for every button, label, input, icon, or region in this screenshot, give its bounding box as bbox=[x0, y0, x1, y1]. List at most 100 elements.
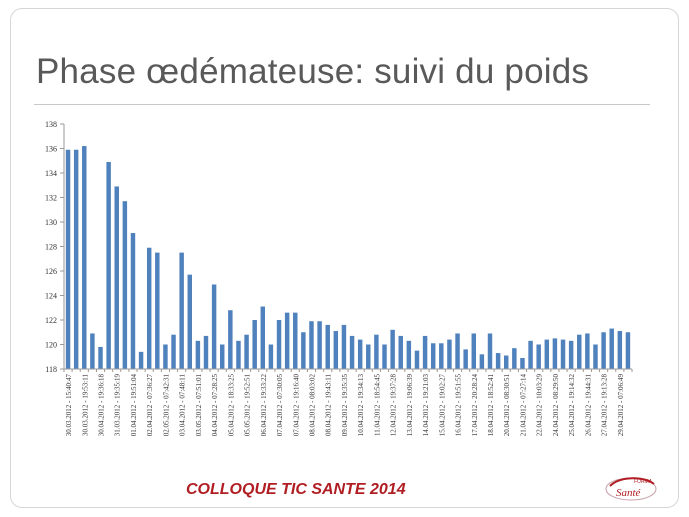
x-tick-label: 08.04.2012 - 08:03:02 bbox=[308, 374, 316, 437]
bar bbox=[73, 149, 79, 369]
y-tick-label: 134 bbox=[45, 169, 57, 178]
bar bbox=[122, 201, 128, 369]
bar bbox=[317, 321, 322, 369]
bar bbox=[65, 149, 71, 369]
bar bbox=[439, 343, 444, 369]
y-tick-label: 122 bbox=[45, 316, 57, 325]
bar bbox=[625, 332, 631, 369]
bar bbox=[495, 353, 501, 369]
x-tick-label: 30.03.2012 - 15:40:47 bbox=[65, 374, 73, 437]
bar bbox=[333, 331, 339, 369]
footer-caption: COLLOQUE TIC SANTE 2014 bbox=[186, 481, 406, 498]
bar bbox=[114, 186, 119, 369]
logo-text-top: FORMA bbox=[634, 479, 653, 485]
bar bbox=[130, 233, 136, 369]
bar bbox=[228, 310, 233, 369]
bar bbox=[544, 339, 550, 369]
bar bbox=[585, 333, 590, 369]
bar bbox=[609, 328, 614, 369]
y-tick-label: 128 bbox=[45, 243, 57, 252]
x-axis: 30.03.2012 - 15:40:47 30.03.2012 - 19:53:… bbox=[63, 368, 633, 437]
y-tick-label: 118 bbox=[45, 365, 57, 374]
x-tick-label: 17.04.2012 - 20:28:24 bbox=[471, 374, 479, 437]
bar bbox=[220, 344, 225, 369]
bar bbox=[357, 339, 363, 369]
x-tick-label: 09.04.2012 - 19:35:35 bbox=[341, 374, 349, 437]
x-tick-label: 10.04.2012 - 19:34:13 bbox=[357, 374, 365, 437]
x-tick-label: 31.03.2012 - 19:35:19 bbox=[114, 374, 122, 437]
bar bbox=[455, 333, 460, 369]
bar bbox=[236, 340, 241, 369]
y-axis: 118 120 122 124 126 128 130 132 134 136 138 bbox=[45, 120, 65, 374]
x-tick-label: 15.04.2012 - 19:02:27 bbox=[438, 374, 446, 437]
bar bbox=[138, 351, 144, 369]
x-tick-label: 22.04.2012 - 10:03:29 bbox=[536, 374, 544, 437]
x-tick-label: 27.04.2012 - 19:13:28 bbox=[601, 374, 609, 437]
x-tick-label: 03.05.2012 - 07:51:01 bbox=[195, 374, 203, 437]
y-tick-label: 124 bbox=[45, 292, 57, 301]
bar bbox=[82, 146, 87, 369]
x-tick-label: 24.04.2012 - 08:29:50 bbox=[552, 374, 560, 437]
slide-frame bbox=[10, 8, 679, 508]
x-tick-label: 26.04.2012 - 19:44:31 bbox=[584, 374, 592, 437]
forma-sante-logo: FORMA Santé bbox=[605, 477, 657, 501]
bar bbox=[382, 344, 387, 369]
bar bbox=[414, 350, 420, 370]
bar bbox=[268, 344, 274, 369]
x-tick-label: 07.04.2012 - 19:16:40 bbox=[292, 374, 300, 437]
bar bbox=[260, 306, 266, 369]
bar bbox=[577, 334, 582, 369]
bar bbox=[406, 340, 412, 369]
bar bbox=[479, 354, 485, 369]
x-tick-label: 03.04.2012 - 07:48:11 bbox=[179, 374, 187, 436]
bar bbox=[155, 252, 160, 370]
x-tick-label: 30.03.2012 - 19:53:11 bbox=[81, 374, 89, 436]
bar-series bbox=[65, 146, 631, 370]
bar bbox=[447, 339, 452, 369]
bar bbox=[422, 335, 428, 369]
slide-title: Phase œdémateuse: suivi du poids bbox=[36, 52, 590, 91]
bar bbox=[106, 161, 111, 369]
x-tick-label: 08.04.2012 - 19:43:11 bbox=[325, 374, 333, 436]
bar bbox=[276, 320, 282, 369]
bar bbox=[146, 247, 152, 369]
x-tick-label: 02.05.2012 - 07:42:31 bbox=[162, 374, 170, 437]
bar bbox=[487, 333, 493, 369]
x-tick-label: 07.04.2012 - 07:30:05 bbox=[276, 374, 284, 437]
x-tick-label: 05.05.2012 - 19:52:51 bbox=[244, 374, 252, 437]
bar bbox=[301, 332, 306, 369]
bar bbox=[504, 355, 509, 369]
bar bbox=[512, 348, 517, 369]
bar bbox=[560, 339, 566, 369]
bar bbox=[171, 334, 176, 369]
bar bbox=[471, 333, 476, 369]
bar bbox=[179, 252, 184, 370]
x-tick-label: 25.04.2012 - 19:14:32 bbox=[568, 374, 576, 437]
x-tick-label: 29.04.2012 - 07:06:49 bbox=[617, 374, 625, 437]
x-tick-label: 30.04.2012 - 19:36:18 bbox=[98, 374, 106, 437]
y-tick-label: 126 bbox=[45, 267, 57, 276]
y-tick-label: 120 bbox=[45, 341, 57, 350]
x-tick-label: 11.04.2012 - 18:54:45 bbox=[373, 374, 381, 436]
x-tick-label: 21.04.2012 - 07:27:14 bbox=[519, 374, 527, 437]
bar bbox=[390, 329, 395, 369]
bar bbox=[463, 349, 468, 369]
bar bbox=[398, 335, 403, 369]
y-tick-label: 130 bbox=[45, 218, 57, 227]
title-divider bbox=[34, 104, 650, 105]
x-tick-label: 12.04.2012 - 19:37:28 bbox=[390, 374, 398, 437]
bar bbox=[366, 344, 371, 369]
bar bbox=[593, 344, 598, 369]
x-tick-label: 13.04.2012 - 19:06:39 bbox=[406, 374, 414, 437]
bar bbox=[325, 324, 330, 369]
y-tick-label: 136 bbox=[45, 145, 57, 154]
bar bbox=[568, 340, 574, 369]
bar bbox=[617, 331, 623, 369]
x-tick-label: 18.04.2012 - 18:52:41 bbox=[487, 374, 495, 437]
bar bbox=[536, 344, 541, 369]
bar bbox=[252, 320, 257, 369]
bar bbox=[552, 338, 558, 370]
x-tick-label: 14.04.2012 - 19:21:03 bbox=[422, 374, 430, 437]
